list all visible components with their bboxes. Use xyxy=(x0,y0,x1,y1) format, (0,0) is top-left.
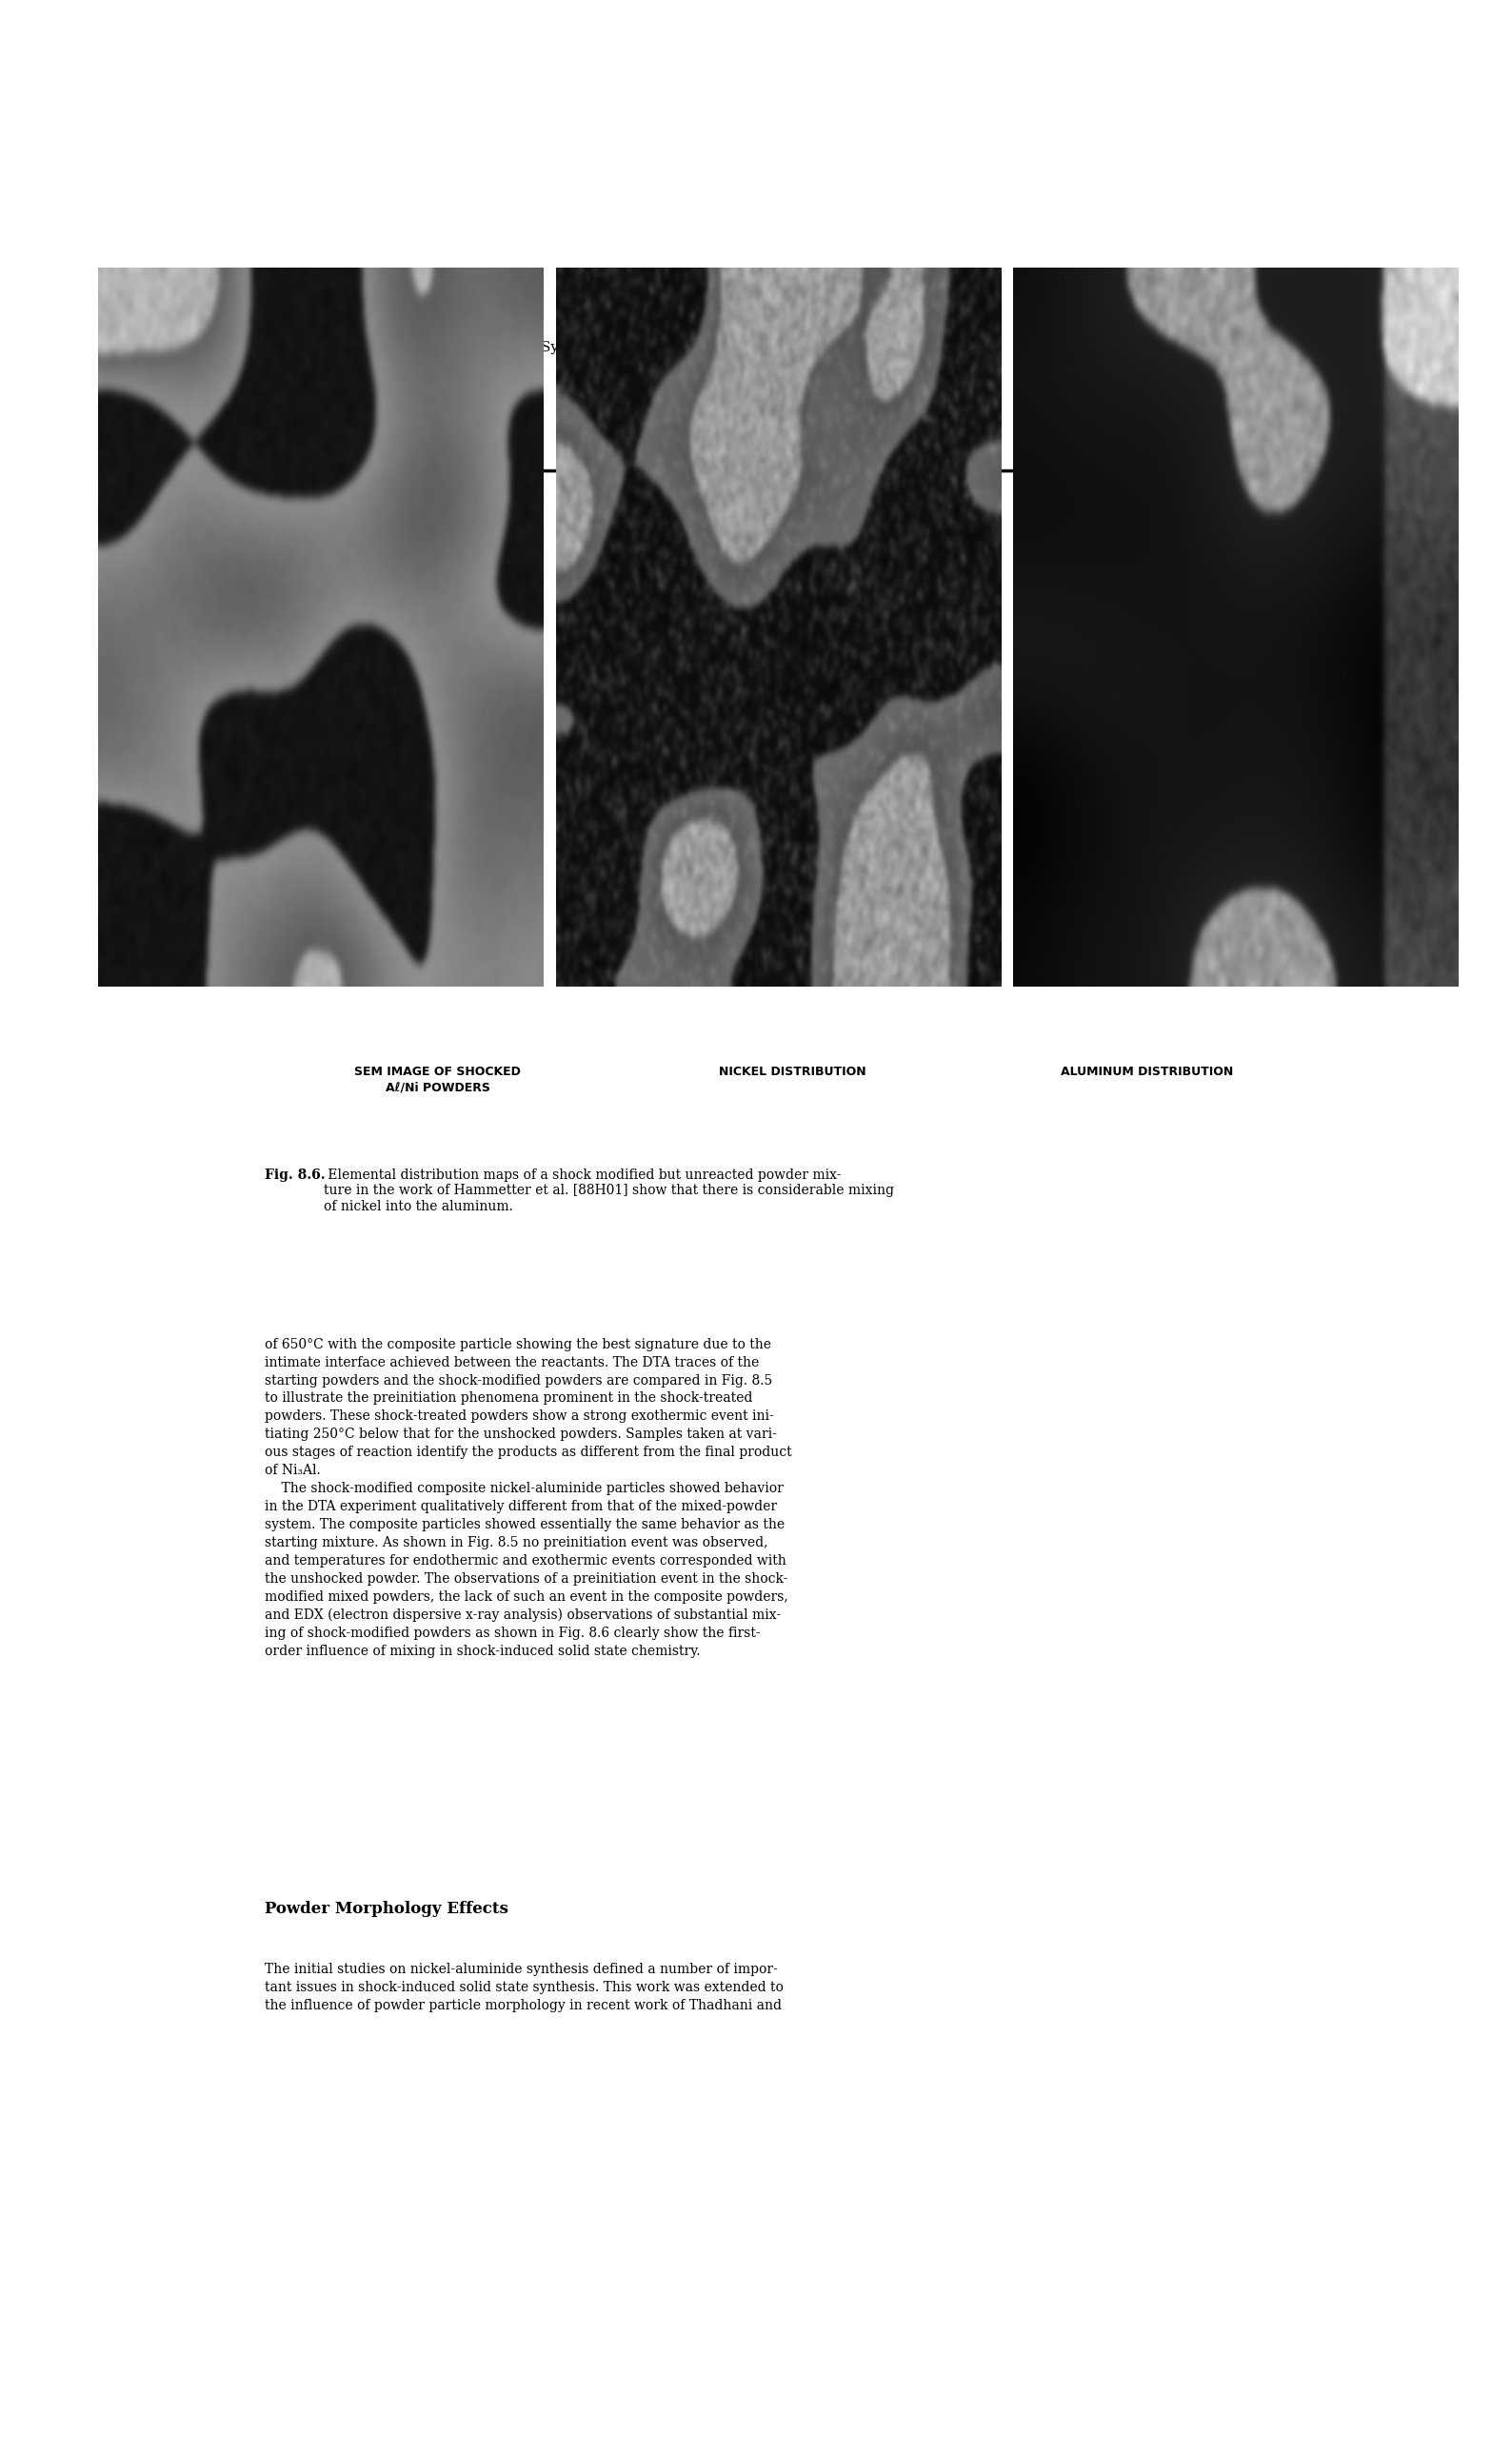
Text: SEM IMAGE OF SHOCKED
Aℓ/Ni POWDERS: SEM IMAGE OF SHOCKED Aℓ/Ni POWDERS xyxy=(354,1065,522,1094)
Text: Elemental distribution maps of a shock modified but unreacted powder mix-
ture i: Elemental distribution maps of a shock m… xyxy=(324,1170,894,1214)
Text: of 650°C with the composite particle showing the best signature due to the
intim: of 650°C with the composite particle sho… xyxy=(265,1338,792,1657)
Text: Powder Morphology Effects: Powder Morphology Effects xyxy=(265,1901,510,1918)
Text: The initial studies on nickel-aluminide synthesis defined a number of impor-
tan: The initial studies on nickel-aluminide … xyxy=(265,1962,783,2013)
FancyBboxPatch shape xyxy=(1247,429,1311,512)
Text: 188    Chapter 8. Solid State Chemical Synthesis: 188 Chapter 8. Solid State Chemical Synt… xyxy=(265,341,609,353)
Text: NICKEL DISTRIBUTION: NICKEL DISTRIBUTION xyxy=(718,1065,866,1077)
Text: Fig. 8.6.: Fig. 8.6. xyxy=(265,1170,325,1182)
Text: SHOCK-MODIFICATION CAUSES EXTENSIVE: SHOCK-MODIFICATION CAUSES EXTENSIVE xyxy=(562,378,987,395)
Text: ⛹: ⛹ xyxy=(1273,461,1284,478)
Text: MIXING BETWEEN THE Aℓ AND Ni POWDERS: MIXING BETWEEN THE Aℓ AND Ni POWDERS xyxy=(556,419,993,436)
Text: ALUMINUM DISTRIBUTION: ALUMINUM DISTRIBUTION xyxy=(1061,1065,1234,1077)
